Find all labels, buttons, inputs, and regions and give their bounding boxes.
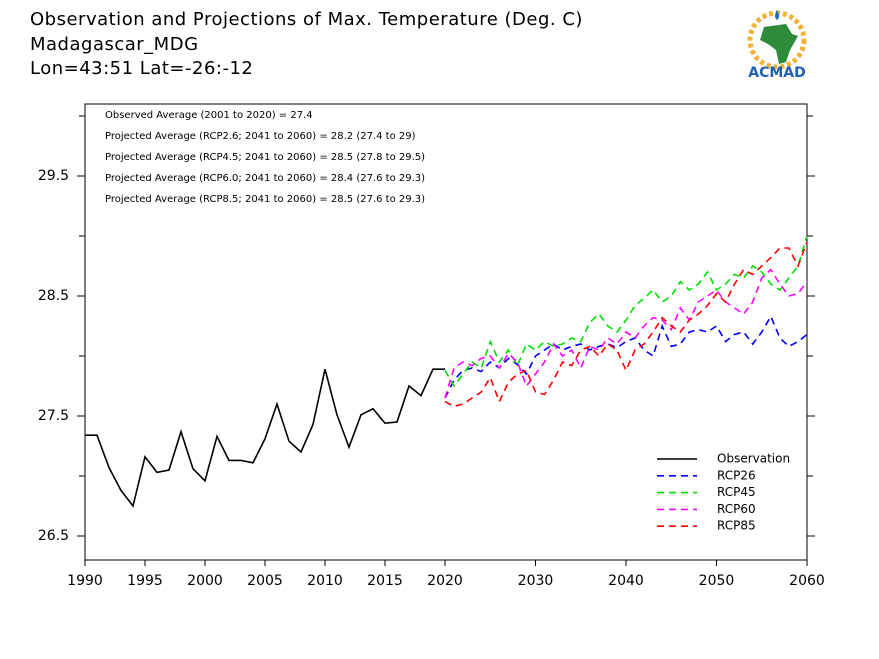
legend-label: RCP45 bbox=[717, 485, 756, 499]
y-tick-label: 27.5 bbox=[38, 408, 69, 424]
x-tick-label: 2030 bbox=[518, 573, 554, 589]
y-tick-label: 28.5 bbox=[38, 288, 69, 304]
x-tick-label: 2015 bbox=[367, 573, 403, 589]
legend-label: RCP85 bbox=[717, 519, 756, 533]
x-tick-label: 2000 bbox=[187, 573, 223, 589]
plot-frame bbox=[84, 103, 808, 561]
annotation: Projected Average (RCP4.5; 2041 to 2060)… bbox=[105, 152, 425, 163]
x-tick-label: 2010 bbox=[307, 573, 343, 589]
logo: ACMAD bbox=[747, 10, 807, 81]
series-line bbox=[444, 268, 808, 399]
location: Lon=43:51 Lat=-26:-12 bbox=[30, 58, 253, 79]
annotation: Projected Average (RCP2.6; 2041 to 2060)… bbox=[105, 131, 416, 142]
x-tick-label: 2020 bbox=[427, 573, 463, 589]
legend-label: RCP26 bbox=[717, 468, 756, 482]
x-tick-label: 2040 bbox=[608, 573, 644, 589]
y-tick-label: 26.5 bbox=[38, 528, 69, 544]
x-tick-label: 2050 bbox=[699, 573, 735, 589]
annotation: Observed Average (2001 to 2020) = 27.4 bbox=[105, 110, 313, 121]
series-line bbox=[85, 368, 445, 508]
series-line bbox=[444, 241, 808, 408]
series-line bbox=[444, 314, 808, 399]
series-line bbox=[444, 235, 808, 388]
logo-text: ACMAD bbox=[748, 65, 806, 81]
logo-drop bbox=[775, 10, 779, 20]
legend-label: Observation bbox=[717, 452, 790, 466]
annotation: Projected Average (RCP8.5; 2041 to 2060)… bbox=[105, 194, 425, 205]
x-tick-label: 2005 bbox=[247, 573, 283, 589]
y-tick-label: 29.5 bbox=[38, 168, 69, 184]
logo-africa bbox=[760, 24, 798, 64]
chart-title: Observation and Projections of Max. Temp… bbox=[30, 9, 583, 30]
legend-label: RCP60 bbox=[717, 502, 756, 516]
x-tick-label: 1990 bbox=[67, 573, 103, 589]
x-tick-label: 2060 bbox=[789, 573, 825, 589]
x-tick-label: 1995 bbox=[127, 573, 163, 589]
annotation: Projected Average (RCP6.0; 2041 to 2060)… bbox=[105, 173, 425, 184]
chart-subtitle: Madagascar_MDG bbox=[30, 34, 199, 55]
